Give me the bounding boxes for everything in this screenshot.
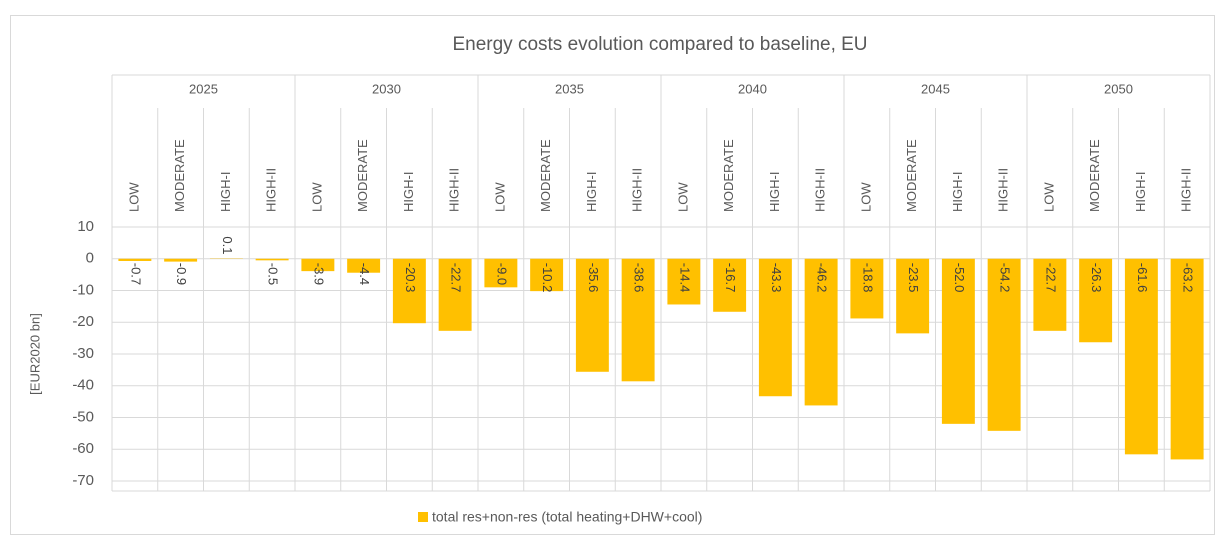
data-label: 0.1: [220, 236, 235, 254]
bar: [118, 258, 152, 261]
bar: [530, 258, 564, 292]
bar: [1124, 258, 1158, 455]
legend-label: total res+non-res (total heating+DHW+coo…: [432, 509, 702, 525]
data-label: -3.9: [311, 263, 326, 285]
data-label: -0.9: [174, 263, 189, 285]
x-tick-label: HIGH-I: [401, 172, 416, 212]
bar: [941, 258, 975, 424]
x-tick-label: HIGH-I: [218, 172, 233, 212]
y-axis-label: [EUR2020 bn]: [27, 313, 42, 395]
bar: [850, 258, 884, 319]
y-tick-label: -10: [72, 281, 94, 298]
bar: [1079, 258, 1113, 343]
data-label: -0.7: [128, 263, 143, 285]
group-label: 2030: [372, 81, 401, 96]
data-label: -43.3: [769, 263, 784, 293]
data-label: -14.4: [677, 263, 692, 293]
bar: [575, 258, 609, 372]
x-tick-label: MODERATE: [172, 139, 187, 212]
data-label: -38.6: [632, 263, 647, 293]
bar: [392, 258, 426, 324]
y-tick-label: -20: [72, 313, 94, 330]
x-tick-label: HIGH-II: [264, 168, 279, 212]
x-tick-label: MODERATE: [721, 139, 736, 212]
x-tick-label: MODERATE: [538, 139, 553, 212]
y-tick-label: 0: [86, 250, 94, 267]
x-tick-label: HIGH-I: [584, 172, 599, 212]
group-label: 2045: [921, 81, 950, 96]
data-label: -9.0: [494, 263, 509, 285]
y-tick-label: -60: [72, 440, 94, 457]
y-tick-label: -70: [72, 472, 94, 489]
x-tick-label: MODERATE: [904, 139, 919, 212]
y-tick-label: -50: [72, 408, 94, 425]
y-tick-label: 10: [77, 218, 94, 235]
group-label: 2040: [738, 81, 767, 96]
data-label: -26.3: [1089, 263, 1104, 293]
bar: [255, 258, 289, 261]
data-label: -0.5: [266, 263, 281, 285]
x-tick-label: LOW: [309, 182, 324, 212]
x-tick-label: HIGH-II: [813, 168, 828, 212]
y-tick-label: -40: [72, 377, 94, 394]
bar: [164, 258, 198, 262]
bar: [667, 258, 701, 305]
data-label: -10.2: [540, 263, 555, 293]
data-label: -61.6: [1135, 263, 1150, 293]
group-label: 2025: [189, 81, 218, 96]
data-label: -35.6: [586, 263, 601, 293]
legend-swatch: [418, 512, 428, 522]
bar: [713, 258, 747, 312]
x-tick-label: LOW: [492, 182, 507, 212]
x-tick-label: HIGH-I: [767, 172, 782, 212]
chart-title: Energy costs evolution compared to basel…: [452, 34, 867, 55]
x-tick-label: HIGH-I: [950, 172, 965, 212]
x-tick-label: HIGH-I: [1133, 172, 1148, 212]
x-tick-label: HIGH-II: [447, 168, 462, 212]
x-tick-label: HIGH-II: [630, 168, 645, 212]
x-tick-label: LOW: [675, 182, 690, 212]
bar: [1170, 258, 1204, 460]
bar: [804, 258, 838, 406]
x-tick-label: MODERATE: [355, 139, 370, 212]
data-label: -23.5: [906, 263, 921, 293]
bar: [1033, 258, 1067, 331]
data-label: -46.2: [815, 263, 830, 293]
bar: [896, 258, 930, 334]
data-label: -4.4: [357, 263, 372, 285]
y-tick-label: -30: [72, 345, 94, 362]
data-label: -22.7: [449, 263, 464, 293]
data-label: -16.7: [723, 263, 738, 293]
bar: [347, 258, 381, 273]
x-tick-label: LOW: [1041, 182, 1056, 212]
bar: [987, 258, 1021, 431]
data-label: -54.2: [998, 263, 1013, 293]
data-label: -63.2: [1181, 263, 1196, 293]
x-tick-label: HIGH-II: [996, 168, 1011, 212]
bar: [438, 258, 472, 331]
data-label: -18.8: [860, 263, 875, 293]
x-tick-label: MODERATE: [1087, 139, 1102, 212]
bar: [758, 258, 792, 397]
bar: [484, 258, 518, 288]
x-tick-label: LOW: [858, 182, 873, 212]
data-label: -20.3: [403, 263, 418, 293]
data-label: -22.7: [1043, 263, 1058, 293]
group-label: 2035: [555, 81, 584, 96]
data-label: -52.0: [952, 263, 967, 293]
group-label: 2050: [1104, 81, 1133, 96]
x-tick-label: LOW: [126, 182, 141, 212]
x-tick-label: HIGH-II: [1179, 168, 1194, 212]
bar: [301, 258, 335, 272]
bar: [621, 258, 655, 382]
